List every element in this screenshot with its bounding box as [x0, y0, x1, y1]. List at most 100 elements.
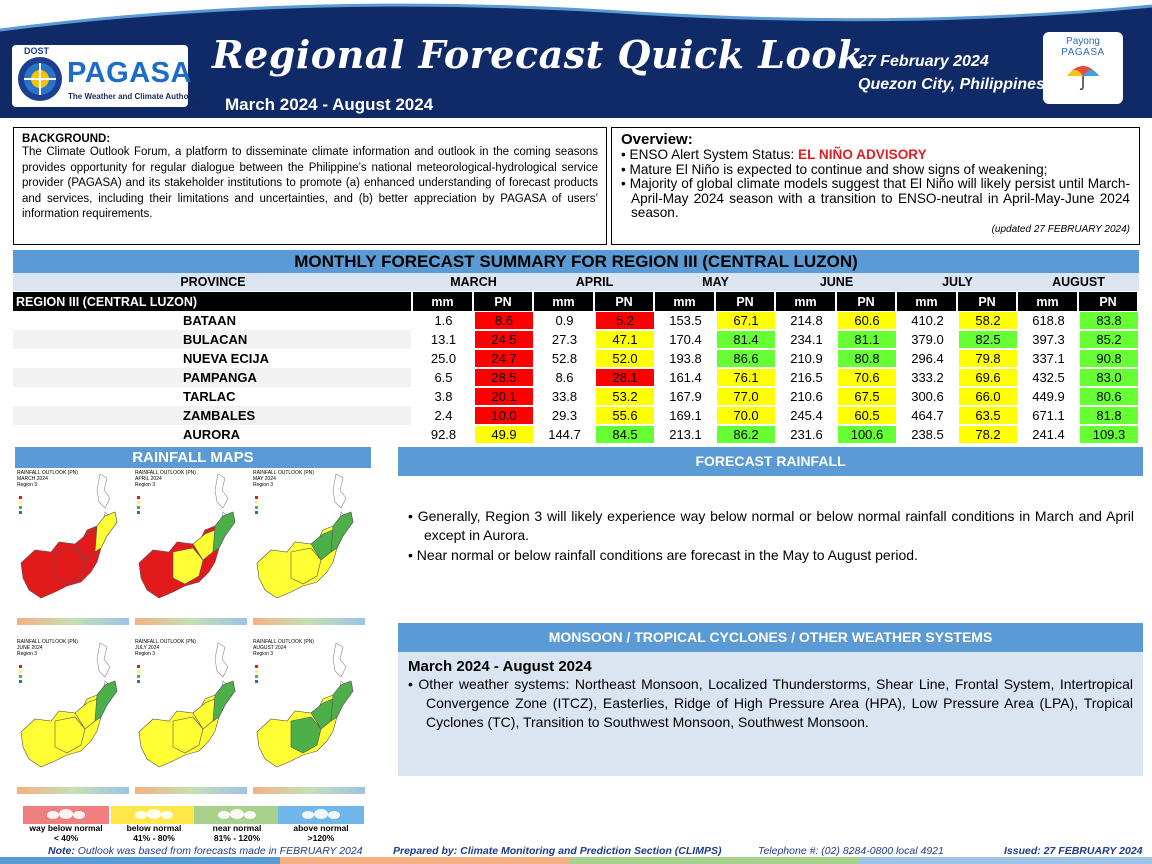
mm-header: mm — [897, 292, 958, 311]
table-row: BULACAN 13.1 24.5 27.3 47.1 170.4 81.4 234.1 81.… — [13, 330, 1139, 349]
rainfall-mm-cell: 410.2 — [897, 311, 958, 330]
period-subtitle: March 2024 - August 2024 — [225, 95, 434, 114]
map-month: MARCH 2024 — [17, 476, 48, 482]
overview-item: • Mature El Niño is expected to continue… — [621, 161, 1048, 177]
map-region: Region 3 — [17, 482, 38, 488]
rainfall-pn-cell: 63.5 — [958, 406, 1018, 425]
rainfall-mm-cell: 3.8 — [413, 387, 474, 406]
rainfall-mm-cell: 238.5 — [897, 425, 958, 444]
payong-pagasa-logo: Payong PAGASA — [1043, 32, 1123, 104]
map-title-text: RAINFALL OUTLOOK (PN) — [253, 639, 314, 645]
page-title: Regional Forecast Quick Look — [212, 32, 865, 77]
rainfall-pn-cell: 28.5 — [474, 368, 534, 387]
map-month: JUNE 2024 — [17, 645, 43, 651]
unit-header-row: REGION III (CENTRAL LUZON) mm PN mm PN mm P… — [13, 292, 1139, 311]
table-row: PAMPANGA 6.5 28.5 8.6 28.1 161.4 76.1 216.5 70.6… — [13, 368, 1139, 387]
overview-list: • ENSO Alert System Status: EL NIÑO ADVI… — [621, 147, 1130, 221]
region-label: REGION III (CENTRAL LUZON) — [13, 292, 413, 311]
footer-strip-green — [570, 857, 860, 864]
legend-range: 41% - 80% — [133, 833, 175, 843]
rainfall-mm-cell: 27.3 — [534, 330, 595, 349]
rainfall-mm-cell: 449.9 — [1018, 387, 1079, 406]
forecast-table-body: BATAAN 1.6 8.6 0.9 5.2 153.5 67.1 214.8 60.6 410.… — [13, 311, 1139, 444]
legend-swatch — [23, 806, 109, 824]
rainfall-map: RAINFALL OUTLOOK (PN) JULY 2024 Region 3 — [133, 637, 249, 799]
region-map-icon — [17, 473, 129, 625]
payong-line2: PAGASA — [1061, 47, 1105, 58]
map-title: RAINFALL OUTLOOK (PN) MARCH 2024 Region 3 — [17, 470, 78, 488]
rainfall-pn-cell: 82.5 — [958, 330, 1018, 349]
table-row: AURORA 92.8 49.9 144.7 84.5 213.1 86.2 231.6 100… — [13, 425, 1139, 444]
map-title: RAINFALL OUTLOOK (PN) APRIL 2024 Region 3 — [135, 470, 196, 488]
rainfall-maps-title: RAINFALL MAPS — [15, 447, 371, 468]
forecast-rainfall-list: • Generally, Region 3 will likely experi… — [408, 507, 1134, 566]
legend-label: way below normal < 40% — [16, 823, 116, 843]
rainfall-mm-cell: 144.7 — [534, 425, 595, 444]
rainfall-pn-cell: 60.5 — [837, 406, 897, 425]
weather-icon — [218, 809, 256, 819]
enso-label: ENSO Alert System Status: — [629, 147, 799, 162]
rainfall-pn-cell: 76.1 — [716, 368, 776, 387]
rainfall-pn-cell: 84.5 — [595, 425, 655, 444]
month-header-row: PROVINCE MARCH APRIL MAY JUNE JULY AUGUS… — [13, 273, 1139, 292]
map-title-text: RAINFALL OUTLOOK (PN) — [135, 470, 196, 476]
map-region: Region 3 — [253, 651, 274, 657]
background-panel: BACKGROUND: The Climate Outlook Forum, a… — [13, 127, 607, 245]
pn-header: PN — [837, 292, 897, 311]
map-title-text: RAINFALL OUTLOOK (PN) — [17, 639, 78, 645]
mm-header: mm — [413, 292, 474, 311]
rainfall-pn-cell: 83.0 — [1079, 368, 1139, 387]
region-map-icon — [135, 473, 247, 625]
forecast-table: PROVINCE MARCH APRIL MAY JUNE JULY AUGUS… — [13, 273, 1139, 444]
month-header: MARCH — [413, 273, 534, 292]
rainfall-pn-cell: 10.0 — [474, 406, 534, 425]
background-text: The Climate Outlook Forum, a platform to… — [22, 146, 598, 220]
rainfall-pn-cell: 86.2 — [716, 425, 776, 444]
map-month: AUGUST 2024 — [253, 645, 287, 651]
rainfall-mm-cell: 167.9 — [655, 387, 716, 406]
legend-range: 81% - 120% — [213, 833, 261, 843]
rainfall-pn-cell: 81.4 — [716, 330, 776, 349]
map-region: Region 3 — [135, 651, 156, 657]
overview-text: Mature El Niño is expected to continue a… — [629, 161, 1048, 177]
rainfall-mm-cell: 8.6 — [534, 368, 595, 387]
footer-note-label: Note: — [48, 845, 75, 857]
dost-label: DOST — [24, 46, 50, 56]
mm-header: mm — [776, 292, 837, 311]
rainfall-mm-cell: 33.8 — [534, 387, 595, 406]
rainfall-mm-cell: 25.0 — [413, 349, 474, 368]
map-title: RAINFALL OUTLOOK (PN) JULY 2024 Region 3 — [135, 639, 196, 657]
map-title: RAINFALL OUTLOOK (PN) JUNE 2024 Region 3 — [17, 639, 78, 657]
month-header: APRIL — [534, 273, 655, 292]
rainfall-mm-cell: 213.1 — [655, 425, 716, 444]
month-header: JUNE — [776, 273, 897, 292]
rainfall-mm-cell: 671.1 — [1018, 406, 1079, 425]
map-title-text: RAINFALL OUTLOOK (PN) — [17, 470, 78, 476]
rainfall-pn-cell: 47.1 — [595, 330, 655, 349]
rainfall-mm-cell: 245.4 — [776, 406, 837, 425]
weather-icon — [135, 809, 173, 819]
legend-label: near normal 81% - 120% — [187, 823, 287, 843]
issue-place: Quezon City, Philippines — [858, 76, 1045, 93]
rainfall-pn-cell: 28.1 — [595, 368, 655, 387]
rainfall-pn-cell: 24.7 — [474, 349, 534, 368]
rainfall-mm-cell: 193.8 — [655, 349, 716, 368]
rainfall-pn-cell: 77.0 — [716, 387, 776, 406]
rainfall-pn-cell: 83.8 — [1079, 311, 1139, 330]
pn-header: PN — [958, 292, 1018, 311]
rainfall-pn-cell: 55.6 — [595, 406, 655, 425]
rainfall-mm-cell: 432.5 — [1018, 368, 1079, 387]
legend-label: below normal 41% - 80% — [104, 823, 204, 843]
overview-text: Majority of global climate models sugges… — [629, 176, 1130, 220]
rainfall-pn-cell: 86.6 — [716, 349, 776, 368]
month-header: AUGUST — [1018, 273, 1139, 292]
footer-prepared: Prepared by: Climate Monitoring and Pred… — [393, 845, 722, 857]
rainfall-mm-cell: 618.8 — [1018, 311, 1079, 330]
rainfall-pn-cell: 90.8 — [1079, 349, 1139, 368]
weather-icon — [302, 809, 340, 819]
rainfall-pn-cell: 67.1 — [716, 311, 776, 330]
map-title-text: RAINFALL OUTLOOK (PN) — [253, 470, 314, 476]
org-tagline: The Weather and Climate Authority — [68, 92, 201, 101]
overview-updated: (updated 27 FEBRUARY 2024) — [991, 223, 1130, 235]
rainfall-pn-cell: 58.2 — [958, 311, 1018, 330]
